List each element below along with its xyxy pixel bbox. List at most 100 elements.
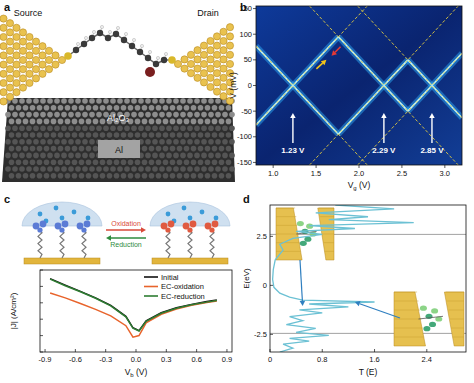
substrate-atom: [117, 98, 123, 104]
plot-frame: [270, 205, 466, 352]
substrate-atom: [65, 146, 71, 152]
oxidation-arrow: [106, 227, 146, 233]
substrate-atom: [30, 173, 36, 179]
gold-atom: [32, 47, 39, 54]
substrate-atom: [72, 173, 78, 179]
inset-hatch: [394, 292, 417, 293]
substrate: [2, 98, 235, 182]
substrate-atom: [23, 105, 29, 111]
gold-atom: [200, 42, 207, 49]
substrate-atom: [16, 132, 22, 138]
substrate-atom: [191, 119, 197, 125]
substrate-atom: [215, 98, 221, 104]
gate-label: Al: [115, 145, 123, 155]
x-tick: [45, 349, 46, 352]
substrate-atom: [191, 132, 197, 138]
substrate-atom: [198, 146, 204, 152]
inset-hatch: [276, 242, 300, 243]
x-tick: [322, 349, 323, 352]
gold-atom: [45, 56, 52, 63]
substrate-atom: [114, 105, 120, 111]
substrate-atom: [16, 159, 22, 165]
x-tick: [426, 349, 427, 352]
substrate-atom: [82, 112, 88, 118]
substrate-atom: [9, 132, 15, 138]
redox-head: [84, 221, 91, 228]
substrate-atom: [180, 139, 186, 145]
substrate-atom: [37, 119, 43, 125]
carbon: [81, 41, 87, 47]
gold-atom: [181, 65, 188, 72]
substrate-atom: [177, 159, 183, 165]
orbital-lobe: [304, 237, 311, 242]
plot-background: [40, 270, 232, 352]
substrate-atom: [152, 112, 158, 118]
alkyl-chain: [210, 229, 214, 258]
carbon: [145, 55, 151, 61]
substrate-atom: [184, 159, 190, 165]
substrate-atom: [89, 112, 95, 118]
substrate-atom: [222, 166, 228, 172]
substrate-atom: [180, 125, 186, 131]
substrate-atom: [201, 153, 207, 159]
carbon: [89, 35, 95, 41]
gold-atom: [19, 84, 26, 91]
substrate-atom: [75, 139, 81, 145]
substrate-atom: [156, 146, 162, 152]
gold-atom: [32, 56, 39, 63]
substrate-atom: [75, 125, 81, 131]
substrate-atom: [166, 98, 172, 104]
gold-atom: [6, 47, 13, 54]
substrate-atom: [54, 139, 60, 145]
substrate-atom: [138, 112, 144, 118]
substrate-atom: [170, 119, 176, 125]
gold-atom: [6, 93, 13, 100]
substrate-atom: [194, 112, 200, 118]
substrate-atom: [229, 166, 235, 172]
gold-atom: [0, 70, 7, 77]
gold-atom: [52, 61, 59, 68]
map-background: [256, 6, 462, 165]
gold-atom: [213, 51, 220, 58]
gold-atom: [207, 56, 214, 63]
substrate-atom: [82, 125, 88, 131]
arrow-shaft: [383, 118, 384, 143]
substrate-atom: [19, 166, 25, 172]
substrate-atom: [156, 173, 162, 179]
substrate-atom: [93, 146, 99, 152]
arrow-head: [332, 50, 337, 55]
arrow-shaft: [431, 118, 432, 143]
substrate-atom: [159, 166, 165, 172]
alkyl-chain: [188, 229, 192, 258]
substrate-atom: [219, 132, 225, 138]
substrate-atom: [96, 166, 102, 172]
substrate-atom: [159, 125, 165, 131]
substrate-atom: [30, 119, 36, 125]
substrate-atom: [208, 153, 214, 159]
substrate-atom: [121, 132, 127, 138]
substrate-atom: [184, 119, 190, 125]
redox-head: [62, 221, 69, 228]
substrate-atom: [61, 153, 67, 159]
substrate-atom: [89, 139, 95, 145]
gold-atom: [6, 66, 13, 73]
plot-background: [270, 205, 466, 352]
substrate-atom: [33, 98, 39, 104]
substrate-atom: [103, 166, 109, 172]
substrate-atom: [110, 125, 116, 131]
substrate-atom: [138, 166, 144, 172]
substrate-atom: [212, 146, 218, 152]
substrate-atom: [226, 146, 232, 152]
substrate-atom: [86, 173, 92, 179]
substrate-atom: [89, 153, 95, 159]
al-gate: [98, 140, 140, 158]
gold-atom: [200, 60, 207, 67]
substrate-atom: [128, 159, 134, 165]
y-axis-label: V (mV): [228, 72, 238, 99]
gold-atom: [6, 20, 13, 27]
legend-label: Initial: [161, 273, 179, 282]
ion: [214, 216, 219, 221]
substrate-atom: [40, 112, 46, 118]
substrate-atom: [19, 153, 25, 159]
substrate-atom: [65, 119, 71, 125]
